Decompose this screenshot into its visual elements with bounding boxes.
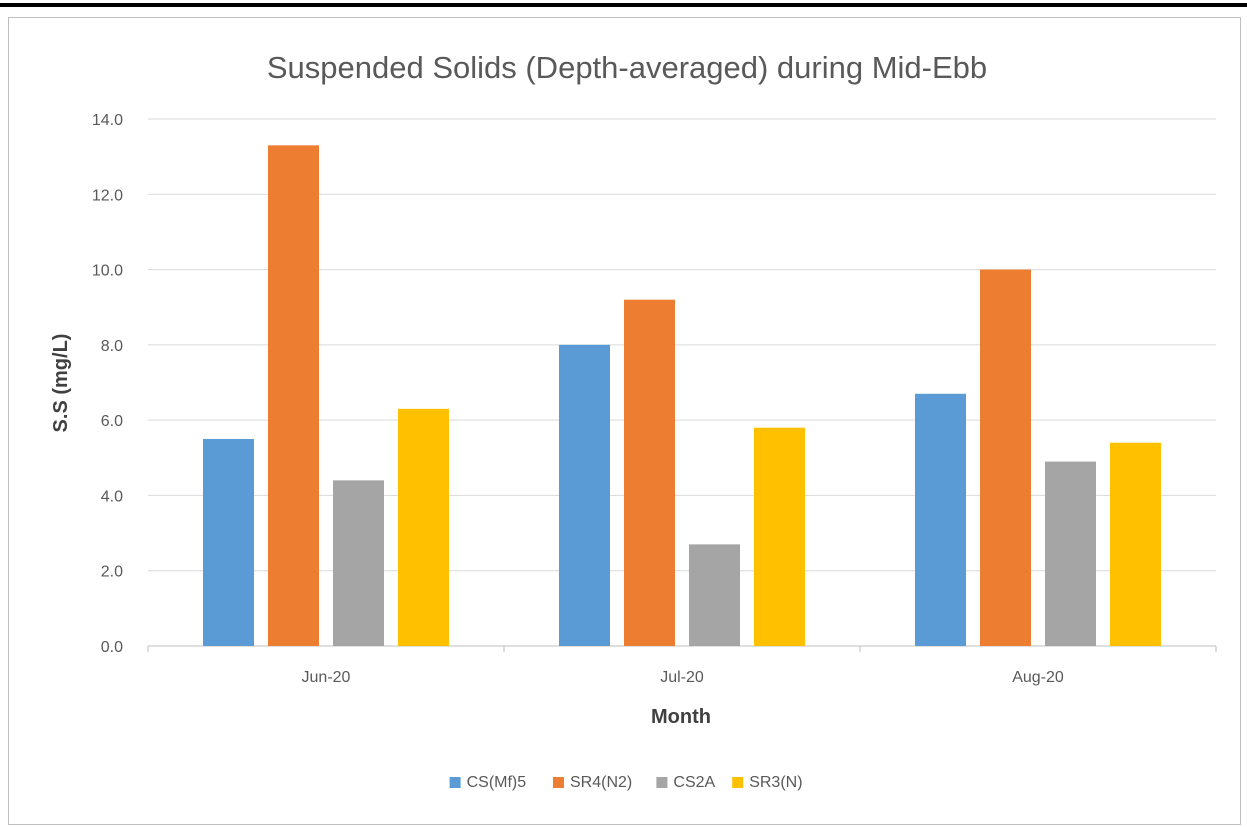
y-tick-label: 10.0 <box>92 263 123 280</box>
bar-CS2A-Jul-20 <box>689 544 740 646</box>
top-border-bar <box>0 3 1247 7</box>
y-tick-label: 4.0 <box>101 488 123 505</box>
bar-SR4(N2)-Jul-20 <box>624 299 675 646</box>
y-tick-label: 8.0 <box>101 338 123 355</box>
bar-CS2A-Jun-20 <box>333 480 384 646</box>
y-axis-title: S.S (mg/L) <box>50 334 72 433</box>
legend-item: SR4(N2) <box>553 774 632 791</box>
legend-swatch <box>449 777 461 788</box>
bar-SR4(N2)-Jun-20 <box>268 145 319 646</box>
legend-item: CS2A <box>656 774 716 791</box>
legend-swatch <box>553 777 564 788</box>
bar-CS2A-Aug-20 <box>1045 461 1096 646</box>
bar-SR4(N2)-Aug-20 <box>980 269 1031 646</box>
y-tick-label: 14.0 <box>92 112 123 129</box>
bar-SR3(N)-Jun-20 <box>398 408 449 646</box>
y-tick-label: 2.0 <box>101 564 123 581</box>
bar-SR3(N)-Jul-20 <box>754 427 805 646</box>
legend-item: CS(Mf)5 <box>449 774 527 791</box>
chart-title: Suspended Solids (Depth-averaged) during… <box>267 50 987 85</box>
legend-label: SR3(N) <box>749 774 802 791</box>
y-tick-label: 6.0 <box>101 413 123 430</box>
bars <box>203 145 1161 646</box>
legend: CS(Mf)5 SR4(N2) CS2A SR3(N) <box>449 774 803 791</box>
legend-label: CS(Mf)5 <box>467 774 527 791</box>
gridlines <box>147 118 1217 652</box>
x-axis-title: Month <box>651 706 711 728</box>
legend-item: SR3(N) <box>732 774 803 791</box>
bar-CS(Mf)5-Jun-20 <box>203 438 254 646</box>
y-tick-labels: 0.0 2.0 4.0 6.0 8.0 10.0 12.0 14.0 <box>92 112 123 656</box>
x-tick-label: Jun-20 <box>302 669 351 686</box>
x-tick-label: Jul-20 <box>660 669 704 686</box>
bar-SR3(N)-Aug-20 <box>1110 442 1161 646</box>
legend-label: CS2A <box>673 774 715 791</box>
legend-label: SR4(N2) <box>570 774 632 791</box>
legend-swatch <box>656 777 668 788</box>
bar-CS(Mf)5-Aug-20 <box>915 393 966 646</box>
x-tick-labels: Jun-20 Jul-20 Aug-20 <box>302 669 1064 686</box>
legend-swatch <box>732 777 744 788</box>
y-tick-label: 12.0 <box>92 187 123 204</box>
bar-CS(Mf)5-Jul-20 <box>559 344 610 646</box>
x-tick-label: Aug-20 <box>1012 669 1064 686</box>
y-tick-label: 0.0 <box>101 639 123 656</box>
